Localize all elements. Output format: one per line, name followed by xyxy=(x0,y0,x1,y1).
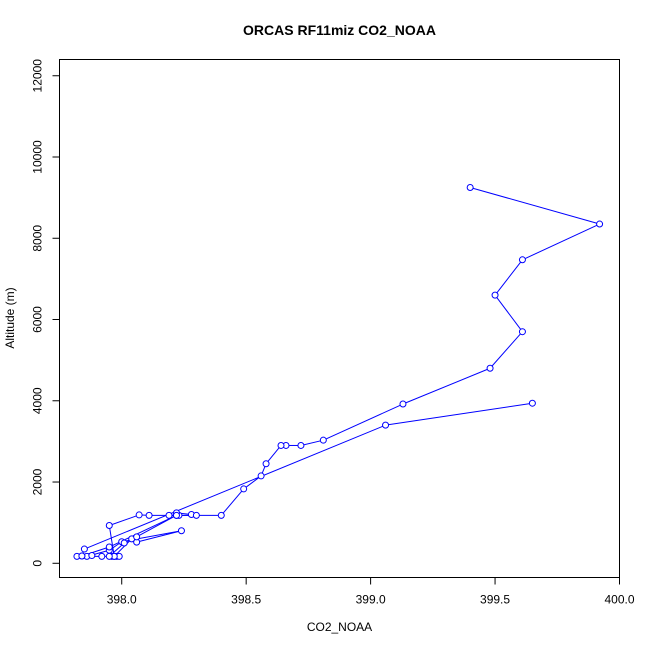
data-point xyxy=(105,521,113,529)
x-tick-label: 400.0 xyxy=(604,593,634,607)
data-point xyxy=(105,552,113,560)
series-line-segment xyxy=(84,424,386,550)
data-point xyxy=(486,364,494,372)
x-tick-label: 399.0 xyxy=(356,593,386,607)
data-point xyxy=(177,527,185,535)
data-point xyxy=(172,511,180,519)
y-tick-label: 6000 xyxy=(31,306,45,333)
data-point xyxy=(80,545,88,553)
series-line-segment xyxy=(323,403,404,441)
series-line-segment xyxy=(470,186,600,225)
series-line-segment xyxy=(108,525,115,557)
data-point xyxy=(491,291,499,299)
y-axis: 0 2000 4000 6000 8000 10000 12000 xyxy=(31,59,60,567)
data-point xyxy=(165,511,173,519)
series-line-segment xyxy=(265,445,282,465)
y-tick-label: 4000 xyxy=(31,387,45,414)
series-line-segment xyxy=(494,259,523,296)
data-point xyxy=(518,328,526,336)
data-point xyxy=(240,485,248,493)
series-line-segment xyxy=(385,402,533,426)
series-line-segment xyxy=(136,530,182,543)
chart-title: ORCAS RF11miz CO2_NOAA xyxy=(243,22,436,38)
x-axis-label: CO2_NOAA xyxy=(307,620,372,634)
series-line-segment xyxy=(402,367,491,405)
y-tick-label: 0 xyxy=(31,560,45,567)
data-point xyxy=(528,399,536,407)
data-point xyxy=(217,511,225,519)
series-line-segment xyxy=(489,331,523,369)
series-line-segment xyxy=(243,475,262,490)
data-point xyxy=(297,441,305,449)
data-point xyxy=(133,533,141,541)
series-line-segment xyxy=(220,488,245,516)
data-point xyxy=(399,400,407,408)
data-point xyxy=(319,436,327,444)
series-layer xyxy=(73,183,604,560)
data-point xyxy=(135,511,143,519)
plot-frame xyxy=(59,59,620,578)
data-point xyxy=(596,220,604,228)
series-line-segment xyxy=(494,294,523,333)
data-point xyxy=(518,256,526,264)
series-line-segment xyxy=(300,439,324,446)
y-axis-label: Altitude (m) xyxy=(3,287,17,348)
data-point xyxy=(466,183,474,191)
data-point xyxy=(382,421,390,429)
data-point xyxy=(262,460,270,468)
data-point xyxy=(277,441,285,449)
y-tick-label: 10000 xyxy=(31,140,45,174)
y-tick-label: 12000 xyxy=(31,59,45,93)
series-line-segment xyxy=(109,514,140,526)
data-point xyxy=(78,552,86,560)
data-point xyxy=(257,472,265,480)
y-tick-label: 8000 xyxy=(31,225,45,252)
x-tick-label: 398.0 xyxy=(107,593,137,607)
x-axis: 398.0 398.5 399.0 399.5 400.0 xyxy=(107,577,635,607)
data-point xyxy=(88,552,96,560)
data-point xyxy=(145,511,153,519)
data-point xyxy=(192,511,200,519)
data-point xyxy=(120,539,128,547)
data-point xyxy=(98,552,106,560)
series-line-segment xyxy=(522,223,600,261)
data-point xyxy=(105,543,113,551)
y-tick-label: 2000 xyxy=(31,468,45,495)
x-tick-label: 399.5 xyxy=(480,593,510,607)
x-tick-label: 398.5 xyxy=(231,593,261,607)
